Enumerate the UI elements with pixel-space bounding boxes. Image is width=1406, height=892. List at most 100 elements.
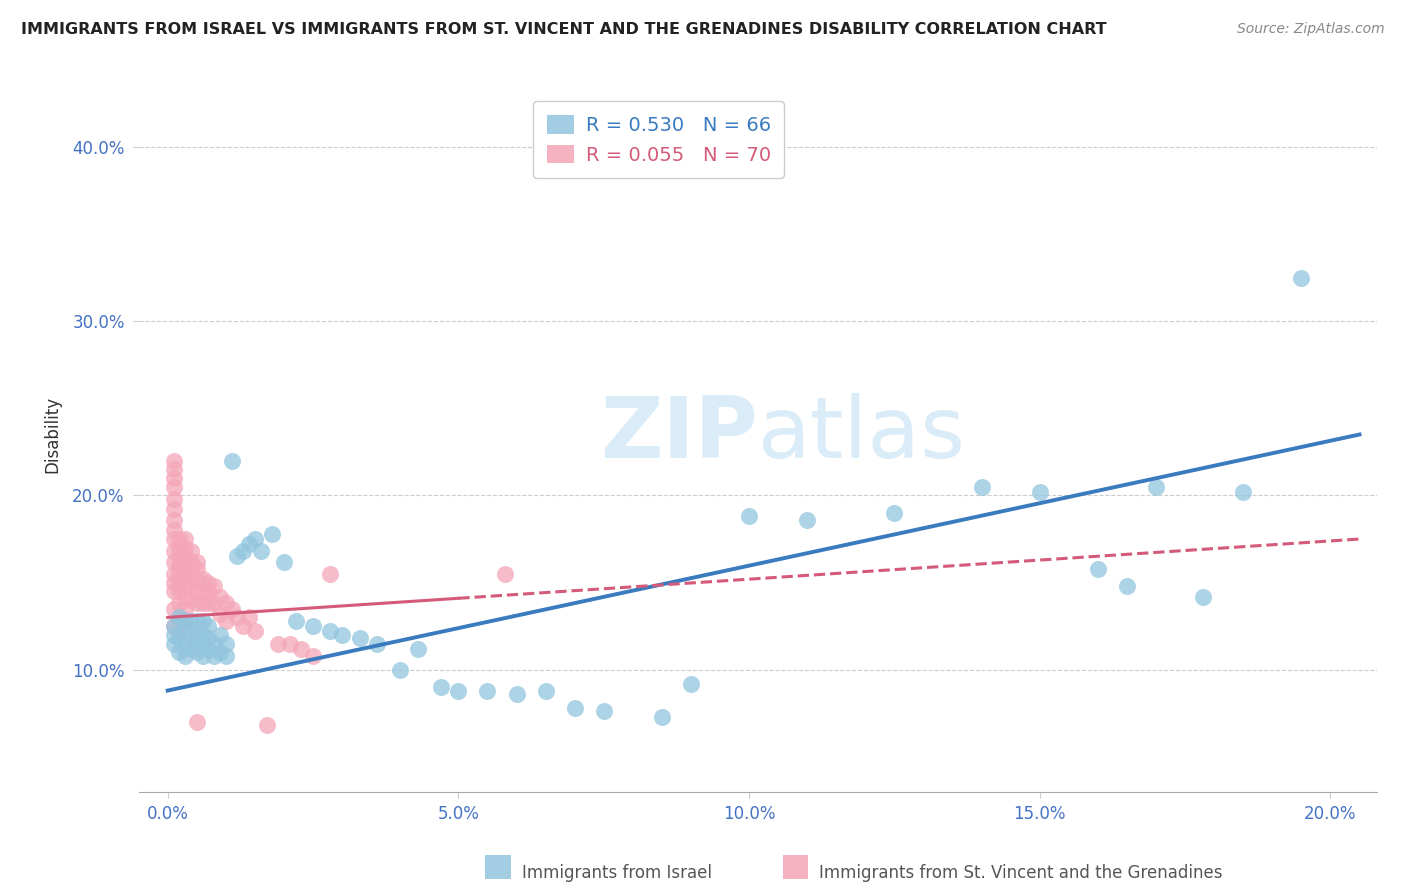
- Point: [191, 572, 214, 586]
- Point: [215, 636, 238, 650]
- Point: [162, 471, 184, 485]
- Point: [330, 628, 353, 642]
- Point: [174, 532, 197, 546]
- Point: [202, 636, 225, 650]
- Legend: R = 0.530   N = 66, R = 0.055   N = 70: R = 0.530 N = 66, R = 0.055 N = 70: [533, 102, 785, 178]
- Point: [162, 544, 184, 558]
- Point: [208, 607, 231, 621]
- Point: [174, 590, 197, 604]
- Point: [174, 601, 197, 615]
- Point: [202, 648, 225, 663]
- Point: [162, 628, 184, 642]
- Point: [186, 628, 208, 642]
- Point: [238, 537, 260, 551]
- Point: [796, 513, 818, 527]
- Point: [169, 566, 191, 581]
- Point: [169, 610, 191, 624]
- Point: [174, 566, 197, 581]
- Text: IMMIGRANTS FROM ISRAEL VS IMMIGRANTS FROM ST. VINCENT AND THE GRENADINES DISABIL: IMMIGRANTS FROM ISRAEL VS IMMIGRANTS FRO…: [21, 22, 1107, 37]
- Point: [197, 619, 219, 633]
- Point: [162, 555, 184, 569]
- Point: [169, 624, 191, 639]
- Point: [208, 645, 231, 659]
- Point: [186, 597, 208, 611]
- Point: [215, 614, 238, 628]
- Point: [162, 566, 184, 581]
- Point: [278, 636, 301, 650]
- Point: [162, 502, 184, 516]
- Point: [162, 532, 184, 546]
- Point: [267, 636, 290, 650]
- Point: [1232, 485, 1254, 500]
- Point: [180, 566, 202, 581]
- Point: [180, 641, 202, 656]
- Point: [1291, 270, 1313, 285]
- Point: [249, 544, 271, 558]
- Point: [191, 628, 214, 642]
- Text: Source: ZipAtlas.com: Source: ZipAtlas.com: [1237, 22, 1385, 37]
- Point: [180, 628, 202, 642]
- Point: [592, 705, 614, 719]
- Point: [1144, 480, 1167, 494]
- Point: [191, 584, 214, 599]
- Point: [477, 683, 499, 698]
- Point: [1029, 485, 1052, 500]
- Point: [208, 590, 231, 604]
- Point: [180, 555, 202, 569]
- Point: [202, 579, 225, 593]
- Point: [302, 619, 325, 633]
- Point: [169, 610, 191, 624]
- Point: [226, 549, 249, 564]
- Point: [162, 636, 184, 650]
- Point: [186, 584, 208, 599]
- Point: [226, 610, 249, 624]
- Point: [174, 636, 197, 650]
- Point: [162, 584, 184, 599]
- Point: [738, 509, 761, 524]
- Point: [191, 648, 214, 663]
- Point: [180, 579, 202, 593]
- Point: [186, 714, 208, 729]
- Point: [221, 601, 243, 615]
- Point: [349, 632, 371, 646]
- Point: [208, 628, 231, 642]
- Point: [169, 532, 191, 546]
- Point: [186, 572, 208, 586]
- Point: [505, 687, 527, 701]
- Point: [215, 597, 238, 611]
- Point: [430, 680, 453, 694]
- Point: [290, 641, 312, 656]
- Point: [174, 614, 197, 628]
- Point: [180, 614, 202, 628]
- Point: [273, 555, 295, 569]
- Point: [174, 648, 197, 663]
- Point: [256, 718, 278, 732]
- Point: [1191, 590, 1213, 604]
- Point: [169, 645, 191, 659]
- Point: [169, 632, 191, 646]
- Point: [191, 597, 214, 611]
- Point: [180, 544, 202, 558]
- Point: [564, 701, 586, 715]
- Point: [186, 555, 208, 569]
- Text: ZIP: ZIP: [600, 393, 758, 476]
- Point: [534, 683, 557, 698]
- Point: [169, 575, 191, 590]
- Point: [162, 601, 184, 615]
- Point: [162, 462, 184, 476]
- Point: [162, 619, 184, 633]
- Point: [174, 579, 197, 593]
- Point: [169, 558, 191, 573]
- Point: [186, 614, 208, 628]
- Y-axis label: Disability: Disability: [44, 396, 60, 473]
- Point: [186, 645, 208, 659]
- Point: [284, 614, 307, 628]
- Point: [162, 575, 184, 590]
- Point: [162, 619, 184, 633]
- Point: [197, 584, 219, 599]
- Point: [302, 648, 325, 663]
- Text: Immigrants from Israel: Immigrants from Israel: [522, 864, 711, 882]
- Point: [174, 541, 197, 555]
- Point: [180, 593, 202, 607]
- Point: [169, 549, 191, 564]
